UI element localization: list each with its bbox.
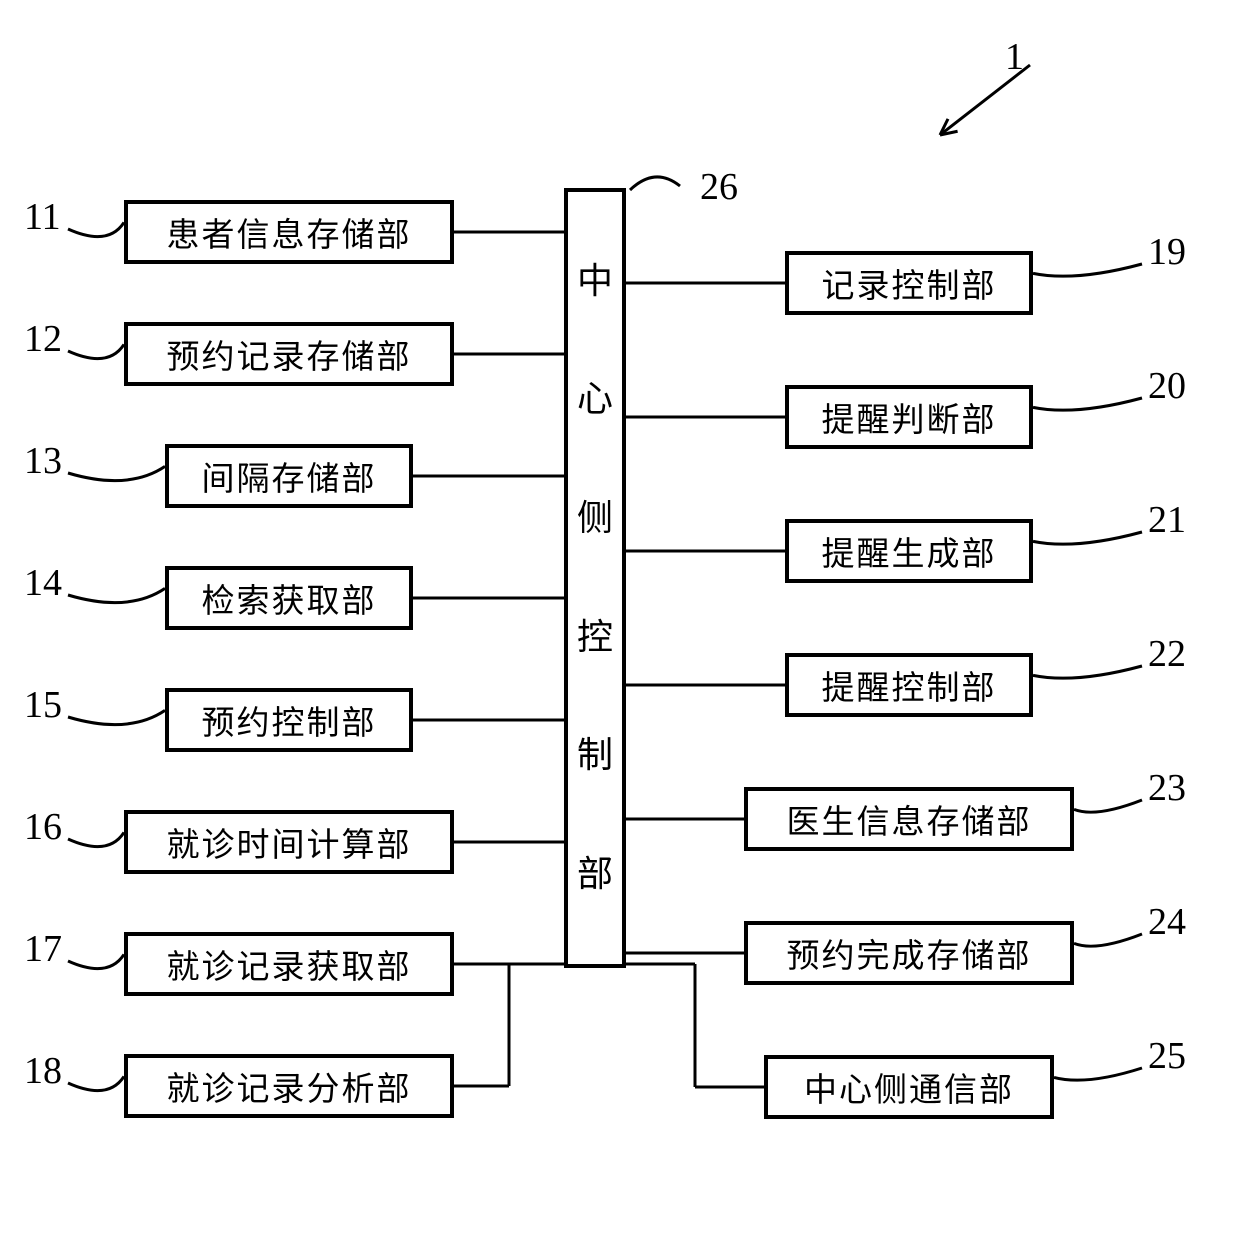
module-ref: 20 bbox=[1148, 364, 1186, 408]
module-label: 提醒生成部 bbox=[822, 527, 997, 575]
module-block: 就诊记录获取部 bbox=[124, 932, 454, 996]
module-label: 预约控制部 bbox=[202, 696, 377, 744]
module-ref: 25 bbox=[1148, 1034, 1186, 1078]
module-label: 检索获取部 bbox=[202, 574, 377, 622]
module-block: 提醒生成部 bbox=[785, 519, 1033, 583]
module-block: 就诊记录分析部 bbox=[124, 1054, 454, 1118]
module-label: 间隔存储部 bbox=[202, 452, 377, 500]
module-ref: 11 bbox=[24, 195, 61, 239]
center-ref-26: 26 bbox=[700, 165, 738, 209]
diagram-ref-1: 1 bbox=[1005, 35, 1024, 79]
module-block: 提醒控制部 bbox=[785, 653, 1033, 717]
module-ref: 21 bbox=[1148, 498, 1186, 542]
module-label: 记录控制部 bbox=[822, 259, 997, 307]
module-ref: 24 bbox=[1148, 900, 1186, 944]
module-label: 患者信息存储部 bbox=[167, 208, 412, 256]
module-block: 预约完成存储部 bbox=[744, 921, 1074, 985]
module-label: 提醒控制部 bbox=[822, 661, 997, 709]
module-ref: 22 bbox=[1148, 632, 1186, 676]
module-ref: 12 bbox=[24, 317, 62, 361]
module-ref: 14 bbox=[24, 561, 62, 605]
module-label: 提醒判断部 bbox=[822, 393, 997, 441]
module-ref: 18 bbox=[24, 1049, 62, 1093]
module-label: 就诊时间计算部 bbox=[167, 818, 412, 866]
center-control-text: 中心侧控制部 bbox=[577, 192, 613, 964]
module-label: 医生信息存储部 bbox=[787, 795, 1032, 843]
module-ref: 19 bbox=[1148, 230, 1186, 274]
module-block: 就诊时间计算部 bbox=[124, 810, 454, 874]
module-block: 预约控制部 bbox=[165, 688, 413, 752]
module-block: 预约记录存储部 bbox=[124, 322, 454, 386]
center-control-block: 中心侧控制部 bbox=[564, 188, 626, 968]
module-ref: 16 bbox=[24, 805, 62, 849]
module-block: 检索获取部 bbox=[165, 566, 413, 630]
module-block: 间隔存储部 bbox=[165, 444, 413, 508]
module-label: 预约记录存储部 bbox=[167, 330, 412, 378]
module-block: 中心侧通信部 bbox=[764, 1055, 1054, 1119]
module-ref: 15 bbox=[24, 683, 62, 727]
module-block: 记录控制部 bbox=[785, 251, 1033, 315]
module-label: 就诊记录获取部 bbox=[167, 940, 412, 988]
module-ref: 13 bbox=[24, 439, 62, 483]
diagram-canvas: 1 中心侧控制部 26 患者信息存储部 11 预约记录存储部 12 间隔存储部 13 检索获… bbox=[0, 0, 1240, 1246]
module-block: 医生信息存储部 bbox=[744, 787, 1074, 851]
module-block: 提醒判断部 bbox=[785, 385, 1033, 449]
module-ref: 23 bbox=[1148, 766, 1186, 810]
module-label: 就诊记录分析部 bbox=[167, 1062, 412, 1110]
module-block: 患者信息存储部 bbox=[124, 200, 454, 264]
module-label: 中心侧通信部 bbox=[804, 1063, 1014, 1111]
module-label: 预约完成存储部 bbox=[787, 929, 1032, 977]
module-ref: 17 bbox=[24, 927, 62, 971]
